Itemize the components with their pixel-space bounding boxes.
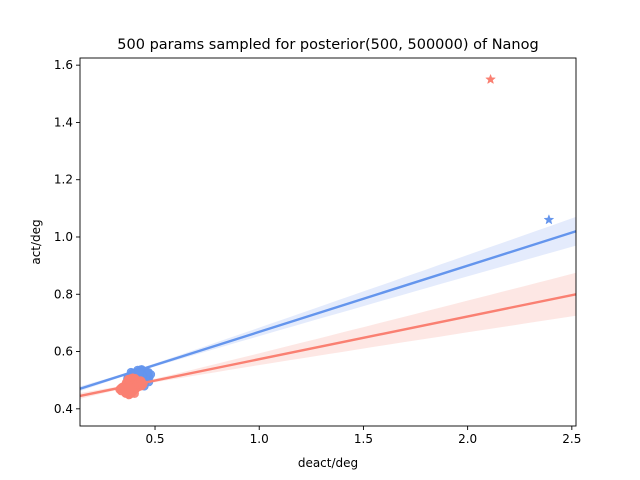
y-axis-label: act/deg [29,219,43,264]
x-tick-label: 1.5 [354,432,373,446]
x-tick-label: 2.5 [562,432,581,446]
y-tick-label: 0.4 [54,402,73,416]
star-marker-1 [543,214,555,225]
regression-line-2 [79,293,577,398]
x-axis-label: deact/deg [298,456,358,470]
plot-frame [79,57,577,427]
y-tick-label: 1.0 [54,230,73,244]
y-tick-label: 1.2 [54,173,73,187]
y-tick-label: 0.6 [54,345,73,359]
x-tick-label: 0.5 [145,432,164,446]
plot-area [79,73,577,400]
chart-title: 500 params sampled for posterior(500, 50… [117,37,538,53]
confidence-band-1 [80,216,576,392]
confidence-band-2 [80,272,576,399]
axes: 0.5 1.0 1.5 2.0 2.5 0.4 0.6 0.8 1.0 1.2 1.4 1.6 [54,58,581,446]
x-tick-label: 2.0 [458,432,477,446]
y-tick-label: 0.8 [54,287,73,301]
regression-line-1 [79,230,577,390]
star-marker-2 [485,73,496,85]
y-tick-label: 1.4 [54,115,73,129]
y-tick-label: 1.6 [54,58,73,72]
x-tick-label: 1.0 [250,432,269,446]
